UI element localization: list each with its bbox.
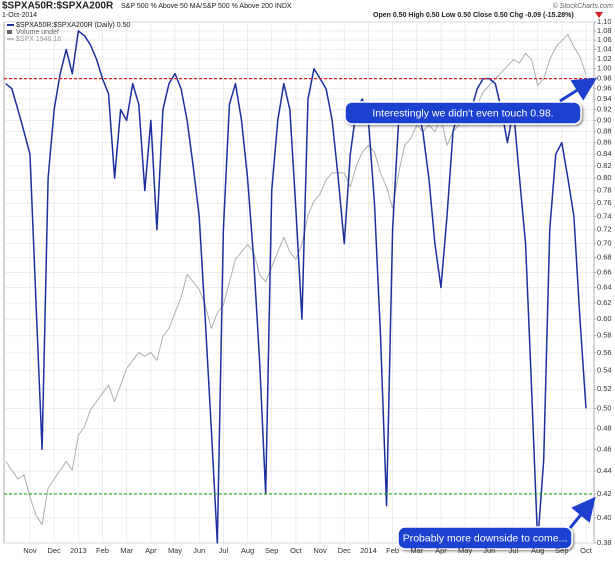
down-arrow	[595, 12, 603, 18]
x-tick-label: Feb	[386, 546, 399, 555]
x-tick-label: Jun	[483, 546, 495, 555]
callout-box	[344, 101, 582, 125]
y-tick-label: 0.40	[597, 513, 612, 522]
chart-date: 1-Oct-2014	[2, 12, 37, 19]
x-tick-label: Aug	[531, 546, 544, 555]
y-tick-label: 0.74	[597, 211, 612, 220]
y-tick-label: 0.44	[597, 466, 612, 475]
y-tick-label: 0.42	[597, 489, 612, 498]
x-tick-label: Jul	[219, 546, 229, 555]
y-tick-label: 0.62	[597, 298, 612, 307]
y-tick-label: 0.58	[597, 331, 612, 340]
series-line	[5, 33, 587, 525]
x-tick-label: 2014	[360, 546, 377, 555]
x-tick-label: Oct	[290, 546, 303, 555]
lines	[4, 30, 594, 544]
y-tick-label: 0.52	[597, 384, 612, 393]
y-tick-label: 1.02	[597, 54, 612, 63]
annotation: Probably more downside to come...	[403, 532, 568, 544]
x-tick-label: Jul	[509, 546, 519, 555]
chart-title: $SPXA50R:$SPXA200R	[2, 1, 114, 12]
y-tick-label: 1.08	[597, 26, 612, 35]
y-tick-label: 0.70	[597, 239, 612, 248]
y-tick-label: 0.76	[597, 198, 612, 207]
x-tick-label: Mar	[120, 546, 133, 555]
x-tick-label: Nov	[313, 546, 327, 555]
quote: Open 0.50 High 0.50 Low 0.50 Close 0.50 …	[373, 12, 574, 19]
x-tick-label: May	[168, 546, 182, 555]
y-tick-label: 1.04	[597, 44, 612, 53]
x-tick-label: Dec	[47, 546, 61, 555]
y-tick-label: 0.54	[597, 366, 612, 375]
x-tick-label: Oct	[580, 546, 593, 555]
y-tick-label: 1.00	[597, 64, 612, 73]
x-tick-label: May	[458, 546, 472, 555]
y-tick-label: 0.80	[597, 173, 612, 182]
legend-swatch	[7, 30, 12, 34]
chart-subtitle: S&P 500 % Above 50 MA/S&P 500 % Above 20…	[121, 3, 292, 10]
y-tick-label: 0.96	[597, 84, 612, 93]
x-tick-label: Dec	[338, 546, 352, 555]
x-tick-label: Mar	[410, 546, 423, 555]
y-tick-label: 0.78	[597, 185, 612, 194]
y-tick-label: 0.72	[597, 225, 612, 234]
y-tick-label: 1.06	[597, 35, 612, 44]
plot-area	[3, 21, 595, 544]
callout-box	[397, 526, 573, 550]
callout: Probably more downside to come...	[397, 496, 596, 550]
grid	[4, 21, 594, 544]
y-tick-label: 0.68	[597, 253, 612, 262]
x-tick-label: 2013	[70, 546, 87, 555]
callout: Interestingly we didn't even touch 0.98.	[344, 77, 598, 125]
x-tick-label: Apr	[435, 546, 447, 555]
annotation: Interestingly we didn't even touch 0.98.	[372, 107, 553, 119]
legend-label: Volume undef	[16, 29, 59, 36]
legend-label: $SPXA50R:$SPXA200R (Daily) 0.50	[16, 22, 130, 29]
watermark: © StockCharts.com	[553, 2, 614, 10]
x-tick-label: Apr	[145, 546, 157, 555]
y-tick-label: 0.86	[597, 138, 612, 147]
y-tick-label: 0.64	[597, 282, 612, 291]
y-tick-label: 0.82	[597, 161, 612, 170]
legend: $SPXA50R:$SPXA200R (Daily) 0.50 Volume u…	[7, 22, 130, 43]
x-tick-label: Aug	[241, 546, 254, 555]
legend-label: $SPX 1946.16	[16, 36, 61, 43]
x-tick-label: Sep	[555, 546, 568, 555]
y-tick-label: 0.92	[597, 105, 612, 114]
callout-arrow	[559, 77, 598, 103]
y-tick-label: 0.98	[597, 74, 612, 83]
y-tick-label: 1.10	[597, 17, 612, 26]
y-tick-label: 0.48	[597, 423, 612, 432]
y-tick-label: 0.94	[597, 94, 612, 103]
callout-arrow	[568, 496, 596, 529]
x-tick-label: Jun	[193, 546, 205, 555]
y-tick-label: 0.88	[597, 126, 612, 135]
y-tick-label: 0.50	[597, 403, 612, 412]
y-tick-label: 0.46	[597, 444, 612, 453]
x-tick-label: Sep	[265, 546, 278, 555]
x-tick-label: Nov	[23, 546, 37, 555]
y-tick-label: 0.60	[597, 314, 612, 323]
x-tick-label: Feb	[96, 546, 109, 555]
y-tick-label: 0.84	[597, 149, 612, 158]
y-tick-label: 0.90	[597, 115, 612, 124]
y-tick-label: 0.56	[597, 348, 612, 357]
y-tick-label: 0.38	[597, 538, 612, 547]
y-tick-label: 0.66	[597, 267, 612, 276]
